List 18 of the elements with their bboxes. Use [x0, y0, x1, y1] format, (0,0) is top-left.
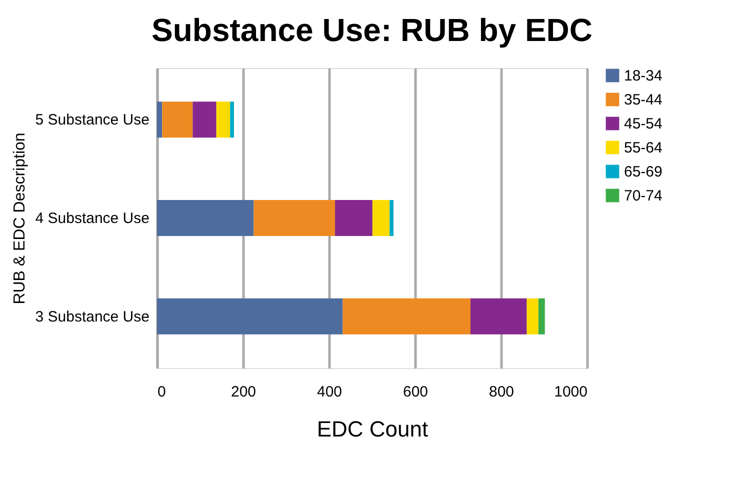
- x-tick-label: 0: [158, 384, 166, 400]
- x-tick-label: 600: [402, 384, 428, 400]
- y-axis-title: RUB & EDC Description: [11, 132, 28, 304]
- legend-label: 55-64: [624, 140, 662, 156]
- x-axis-title: EDC Count: [316, 416, 428, 442]
- x-tick-label: 200: [230, 384, 256, 400]
- legend-label: 70-74: [624, 188, 662, 204]
- legend-label: 65-69: [624, 164, 662, 180]
- x-tick-label: 1000: [554, 384, 588, 400]
- y-tick-label: 5 Substance Use: [35, 112, 150, 129]
- y-tick-label: 3 Substance Use: [35, 308, 150, 326]
- legend-label: 35-44: [624, 92, 662, 108]
- chart-title: Substance Use: RUB by EDC: [152, 12, 592, 48]
- x-tick-label: 400: [316, 384, 342, 400]
- x-tick-label: 800: [488, 384, 514, 400]
- legend-label: 45-54: [624, 116, 662, 132]
- y-tick-label: 4 Substance Use: [35, 210, 150, 227]
- legend-label: 18-34: [624, 68, 662, 84]
